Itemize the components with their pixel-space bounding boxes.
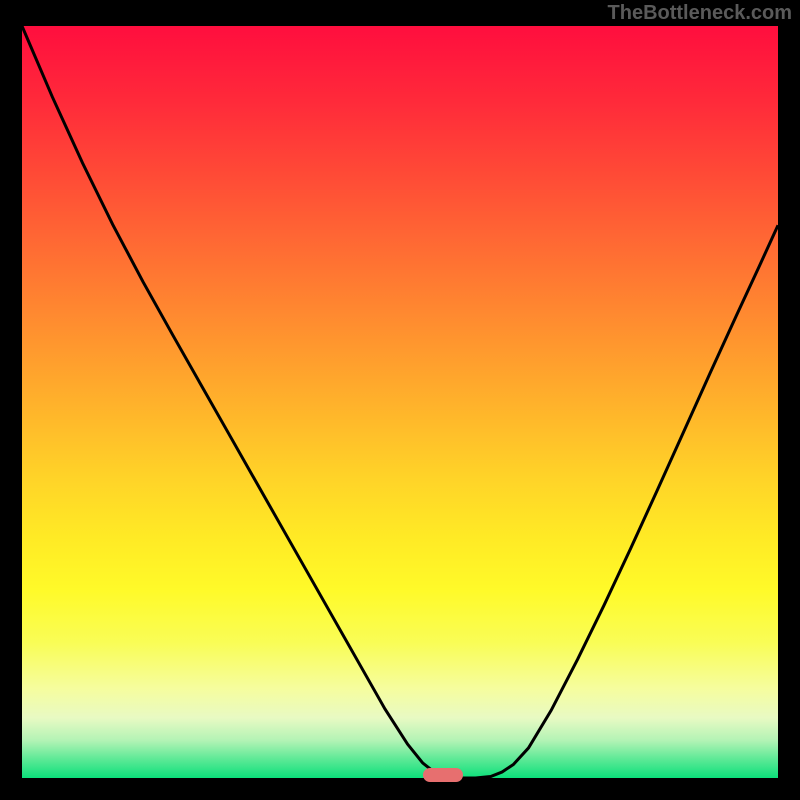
- curve-path: [22, 26, 778, 778]
- plot-area: [22, 26, 778, 778]
- chart-container: TheBottleneck.com: [0, 0, 800, 800]
- minimum-marker: [423, 768, 463, 782]
- watermark-text: TheBottleneck.com: [608, 2, 792, 25]
- curve-line: [22, 26, 778, 778]
